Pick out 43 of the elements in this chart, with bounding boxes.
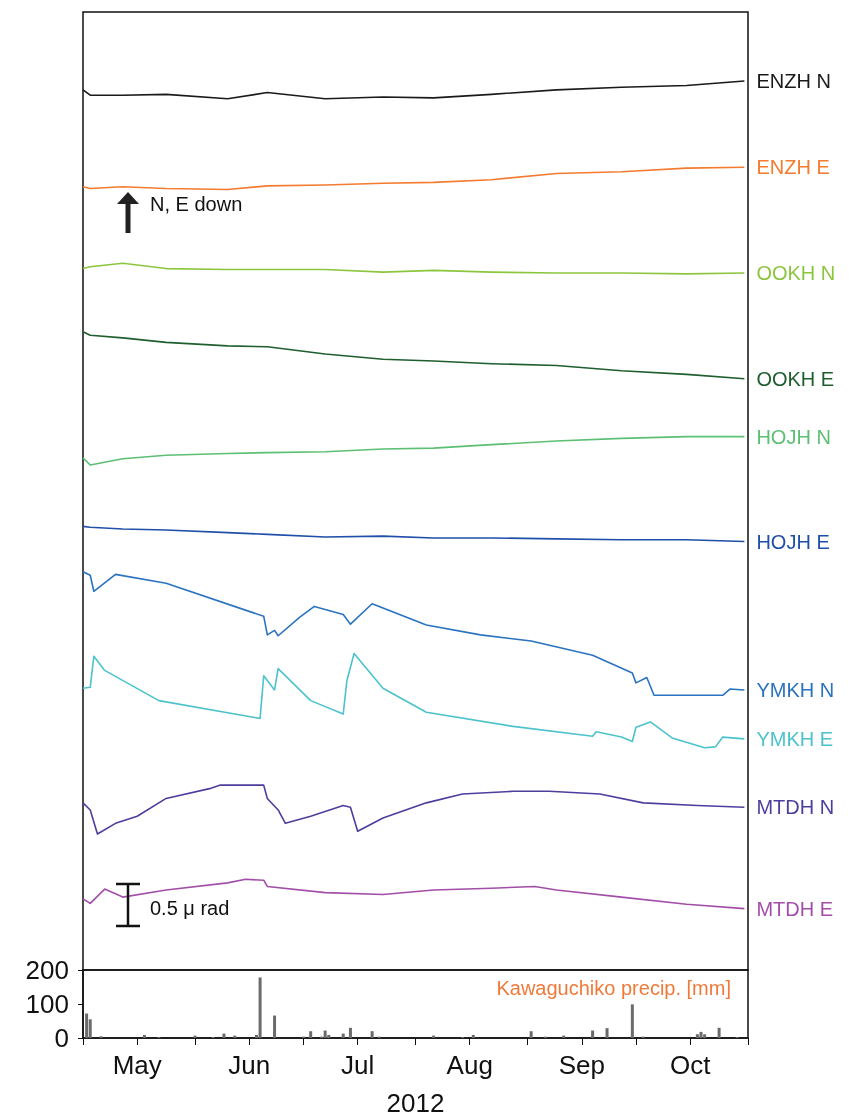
bar xyxy=(309,1031,313,1038)
x-tick-label: Jul xyxy=(341,1050,375,1080)
series-label: OOKH N xyxy=(756,262,836,285)
bar xyxy=(529,1031,533,1038)
series-label: HOJH E xyxy=(756,530,830,553)
x-tick-label: Aug xyxy=(446,1050,493,1080)
bar xyxy=(605,1028,609,1038)
series-label: OOKH E xyxy=(756,367,835,390)
bar xyxy=(258,977,262,1038)
bar xyxy=(142,1034,146,1038)
bar xyxy=(695,1034,699,1038)
x-tick-label: Jun xyxy=(228,1050,271,1080)
series-label: ENZH E xyxy=(756,156,830,179)
series-label: MTDH N xyxy=(756,796,835,819)
bar xyxy=(591,1030,595,1038)
bar xyxy=(341,1033,345,1038)
bar xyxy=(699,1031,703,1038)
bar xyxy=(630,1004,634,1038)
bar xyxy=(348,1027,352,1038)
y-tick-label: 100 xyxy=(25,989,69,1019)
series-label: YMKH E xyxy=(756,727,834,750)
x-tick-label: Oct xyxy=(669,1050,712,1080)
x-axis-title: 2012 xyxy=(386,1088,445,1118)
bar xyxy=(323,1030,327,1038)
series-label: HOJH N xyxy=(756,425,831,448)
chart-title: Kawaguchiko precip. [mm] xyxy=(496,977,732,999)
bar xyxy=(273,1015,277,1038)
bar xyxy=(703,1034,707,1038)
series-label: YMKH N xyxy=(756,678,835,701)
bar xyxy=(327,1034,331,1038)
bar xyxy=(471,1034,475,1038)
y-tick-label: 200 xyxy=(25,955,69,985)
y-tick-label: 0 xyxy=(54,1023,69,1053)
annotation: 0.5 μ rad xyxy=(150,897,230,920)
series-label: ENZH N xyxy=(756,70,831,92)
x-tick-label: Sep xyxy=(558,1050,605,1080)
x-tick-label: May xyxy=(112,1050,162,1080)
bar xyxy=(370,1031,374,1038)
annotation: N, E down xyxy=(150,193,243,216)
bar xyxy=(717,1027,721,1038)
bar xyxy=(222,1033,226,1038)
bar xyxy=(85,1013,89,1038)
series-label: MTDH E xyxy=(756,897,834,920)
